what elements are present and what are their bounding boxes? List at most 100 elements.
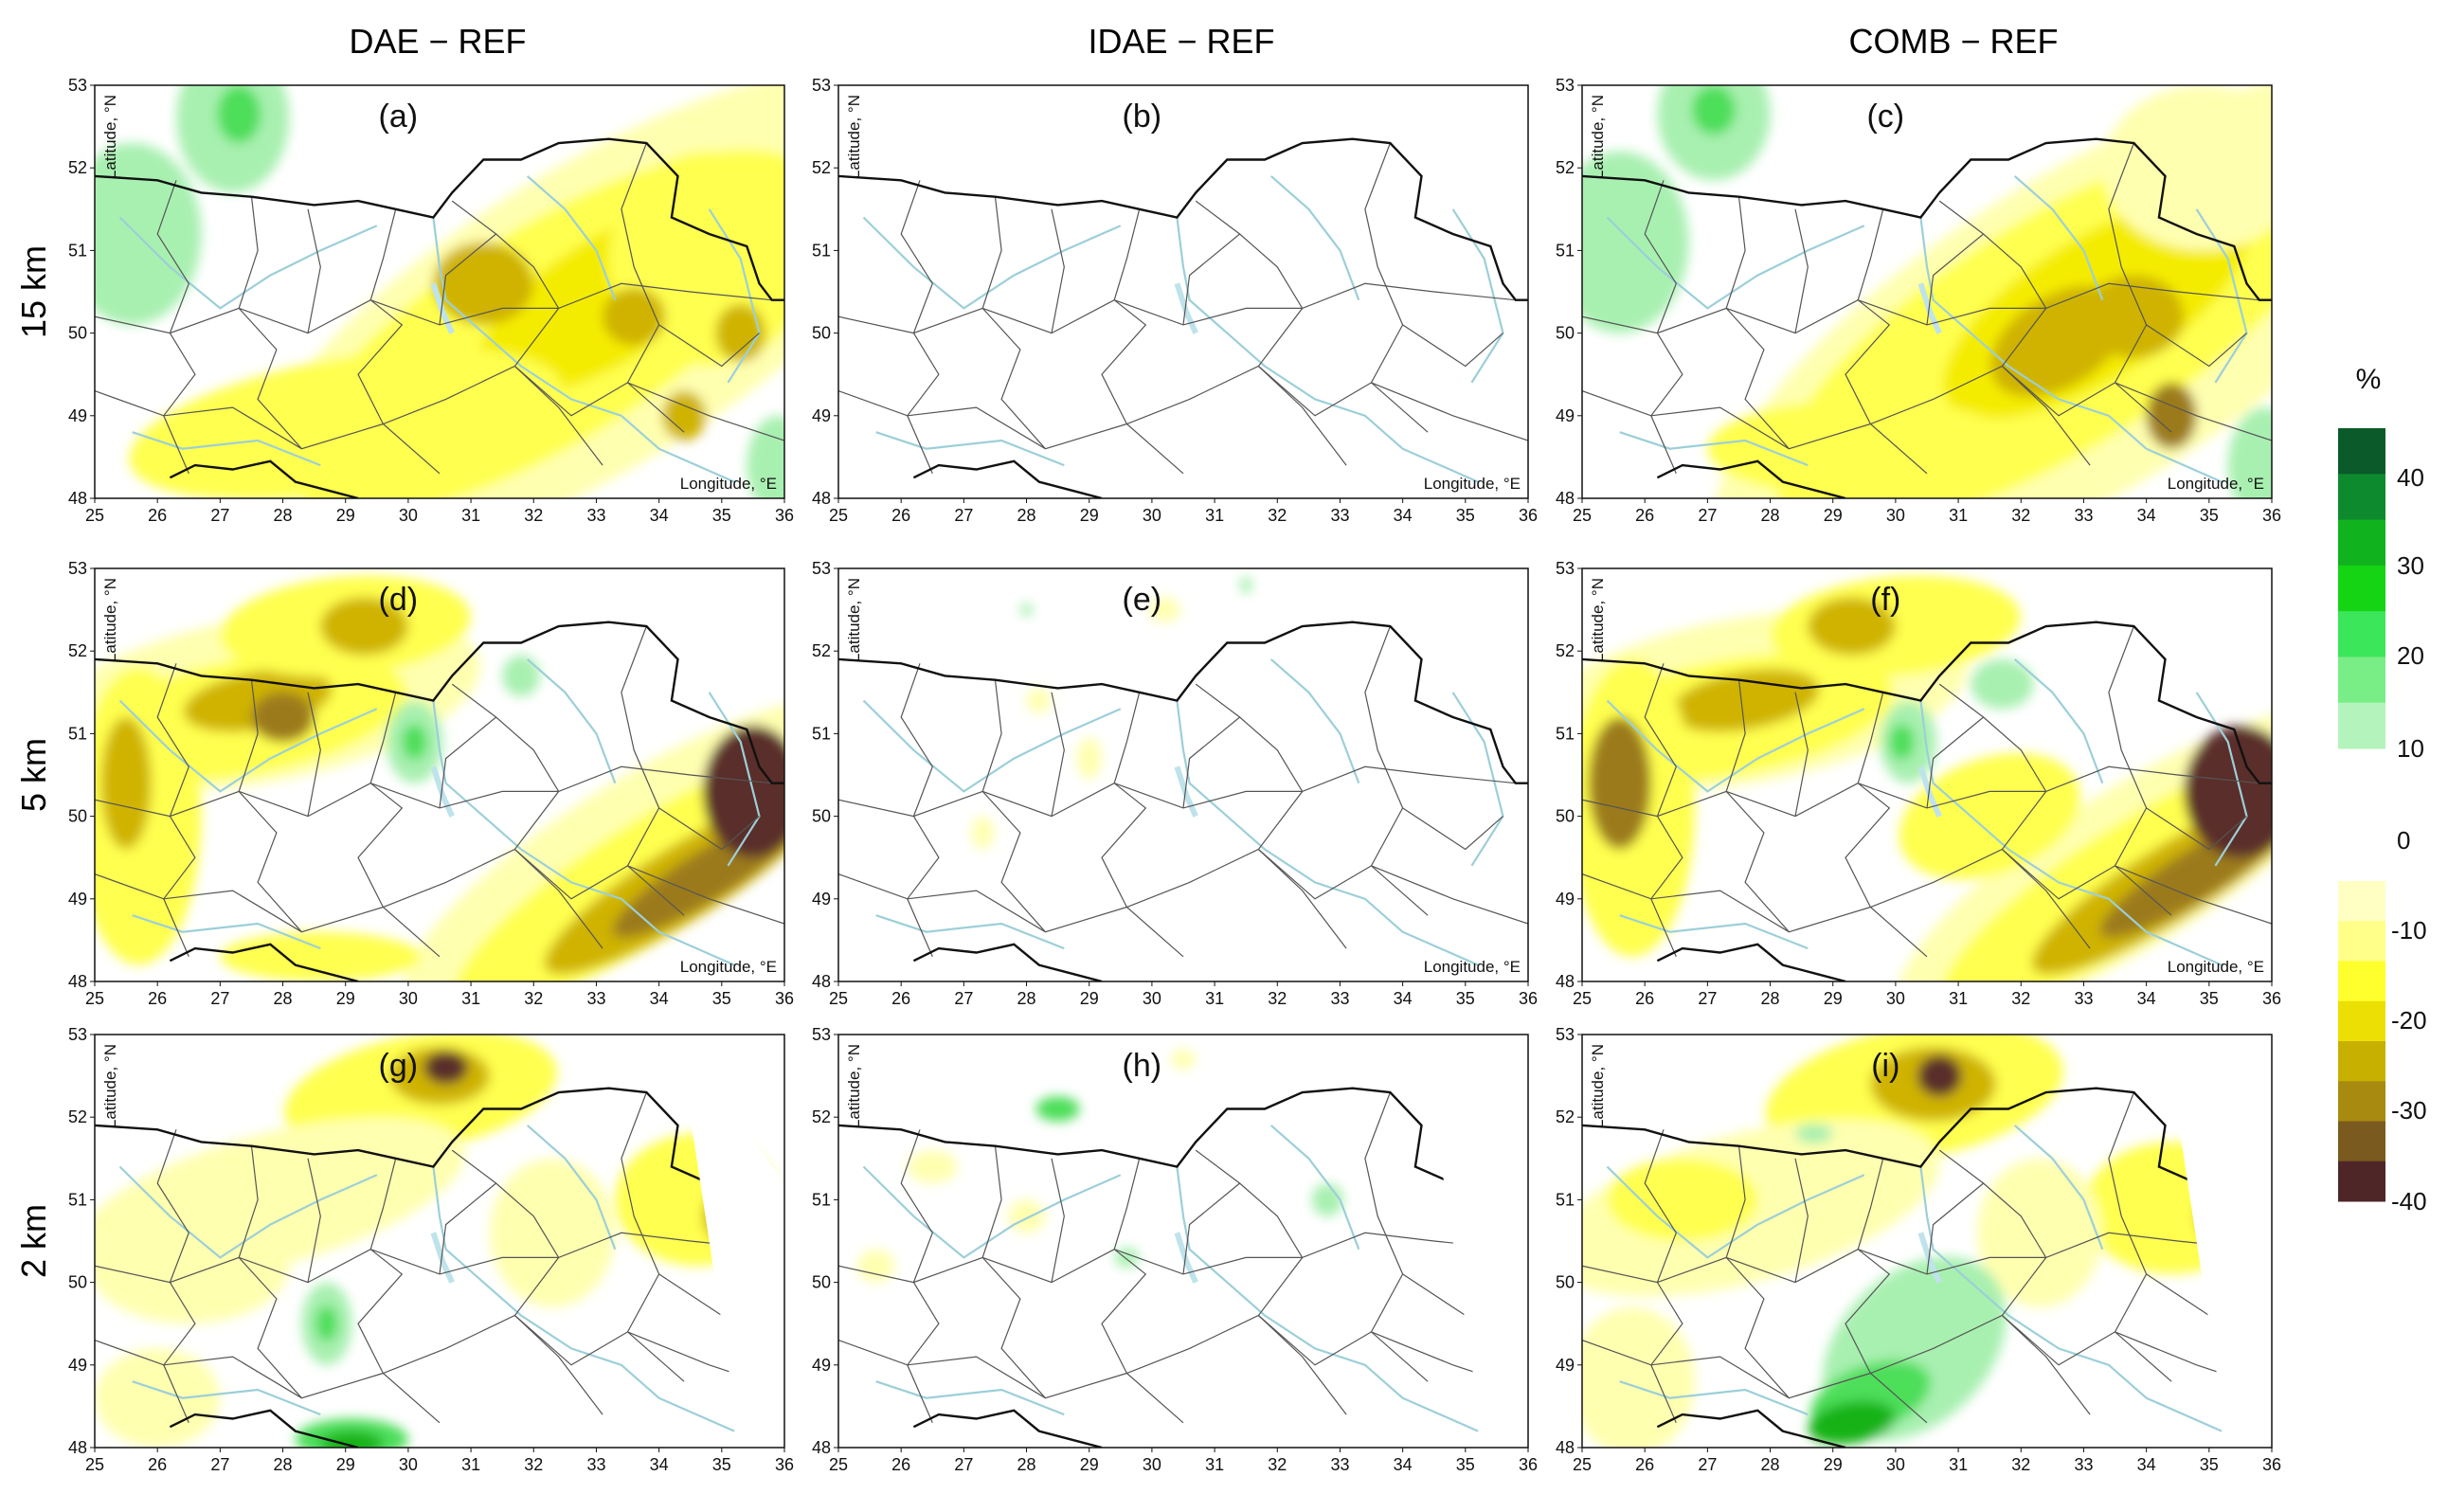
colorbar-swatch-negative [2338,1081,2385,1122]
river [132,431,321,467]
lat-tick-label: 51 [812,724,831,743]
colorbar-tick: -20 [2391,1006,2427,1035]
lon-tick-label: 27 [1698,506,1717,525]
domain-mask [2165,1035,2272,1448]
map-lines [1582,621,2272,981]
admin-boundary [238,196,302,450]
river [1269,175,1360,301]
lon-tick-label: 32 [524,989,543,1008]
lat-tick-label: 53 [68,559,87,578]
lat-tick-label: 50 [812,1273,831,1292]
lon-tick-label: 25 [85,1455,104,1474]
lon-tick-label: 31 [461,506,480,525]
lon-tick-label: 34 [650,989,669,1008]
lon-tick-label: 26 [148,989,167,1008]
lon-tick-label: 27 [210,989,229,1008]
admin-boundary [2146,807,2247,851]
admin-boundary [439,1182,496,1274]
national-border [912,459,1103,498]
lon-tick-label: 29 [336,506,355,525]
latitude-label: Latitude, °N [1589,95,1607,179]
admin-boundary [307,1158,321,1283]
lon-tick-label: 34 [1394,1455,1413,1474]
lon-tick-label: 31 [1949,506,1968,525]
admin-boundary [981,679,1046,933]
admin-boundary [1794,1158,1809,1283]
lon-tick-label: 30 [399,989,418,1008]
panel-label: (c) [1866,99,1904,135]
admin-boundary [1051,1158,1065,1283]
map-lines [95,137,784,498]
lon-tick-label: 27 [1698,989,1717,1008]
anomaly-patch [715,304,766,363]
longitude-label: Longitude, °E [680,958,777,976]
river [1176,1166,1479,1432]
reservoir [1174,1232,1198,1284]
lon-tick-label: 35 [712,506,731,525]
river [118,699,378,793]
river [1619,914,1809,950]
admin-boundary [621,1091,685,1382]
lon-tick-label: 31 [1949,989,1968,1008]
map-panel-g: 25 26 27 28 29 30 31 32 33 34 35 36 48 49 50 51 52 53 (g) L… [68,1025,794,1474]
lon-tick-label: 29 [1080,506,1099,525]
lat-tick-label: 52 [68,1107,87,1126]
lon-tick-label: 29 [1080,1455,1099,1474]
lat-tick-label: 53 [68,1025,87,1044]
lon-tick-label: 25 [1573,506,1592,525]
river [118,1165,378,1259]
reservoir [430,1232,455,1284]
lat-tick-label: 52 [1556,641,1575,660]
lon-tick-label: 30 [1143,1455,1161,1474]
anomaly-patch [1808,1400,1896,1445]
river [1919,1166,2223,1432]
lon-tick-label: 26 [891,989,910,1008]
colorbar-tick: -30 [2391,1096,2427,1125]
lon-tick-label: 26 [891,506,910,525]
lon-tick-label: 35 [712,1455,731,1474]
lat-tick-label: 53 [1556,1025,1575,1044]
admin-boundary [439,233,496,325]
lon-tick-label: 30 [399,1455,418,1474]
national-border [838,137,1528,301]
lat-tick-label: 50 [812,324,831,343]
domain-mask [677,1035,784,1448]
admin-boundary [1582,1314,2272,1399]
admin-boundary [1364,142,1429,433]
lat-tick-label: 52 [812,1107,831,1126]
admin-boundary [238,679,302,933]
lon-tick-label: 29 [336,989,355,1008]
anomaly-shading [856,1049,1343,1283]
admin-boundary [1725,679,1790,933]
lat-tick-label: 51 [812,241,831,260]
lon-tick-label: 27 [954,1455,973,1474]
lon-tick-label: 33 [1330,506,1349,525]
map-frame [94,84,785,499]
map-lines [1582,137,2272,498]
anomaly-patch [402,723,427,761]
lon-tick-label: 25 [1573,1455,1592,1474]
anomaly-patch [1239,576,1252,594]
river [132,914,321,950]
lat-tick-label: 50 [1556,324,1575,343]
admin-boundary [95,1314,784,1399]
lon-tick-label: 34 [650,1455,669,1474]
anomaly-shading [95,575,784,981]
national-border [838,621,1528,784]
river [1606,699,1865,793]
lon-tick-label: 35 [2200,506,2219,525]
lat-tick-label: 53 [1556,76,1575,95]
anomaly-patch [502,655,540,697]
lon-tick-label: 34 [1394,506,1413,525]
admin-boundary [439,716,496,808]
lon-tick-label: 26 [891,1455,910,1474]
lat-tick-label: 53 [812,76,831,95]
lon-tick-label: 28 [1761,1455,1780,1474]
latitude-label: Latitude, °N [845,578,863,662]
reservoir [1917,765,1942,818]
colorbar-swatch-negative [2338,961,2385,1002]
lat-tick-label: 49 [812,406,831,425]
river [1176,217,1479,483]
map-lines [95,621,784,981]
admin-boundary [95,848,784,933]
